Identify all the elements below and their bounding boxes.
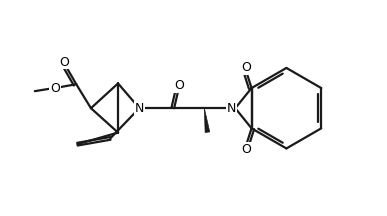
Text: O: O [174, 79, 184, 92]
Polygon shape [204, 108, 210, 132]
Text: N: N [135, 102, 144, 115]
Text: O: O [241, 143, 251, 156]
Text: O: O [241, 61, 251, 74]
Text: N: N [227, 102, 236, 115]
Text: O: O [50, 82, 60, 95]
Text: O: O [60, 56, 70, 69]
